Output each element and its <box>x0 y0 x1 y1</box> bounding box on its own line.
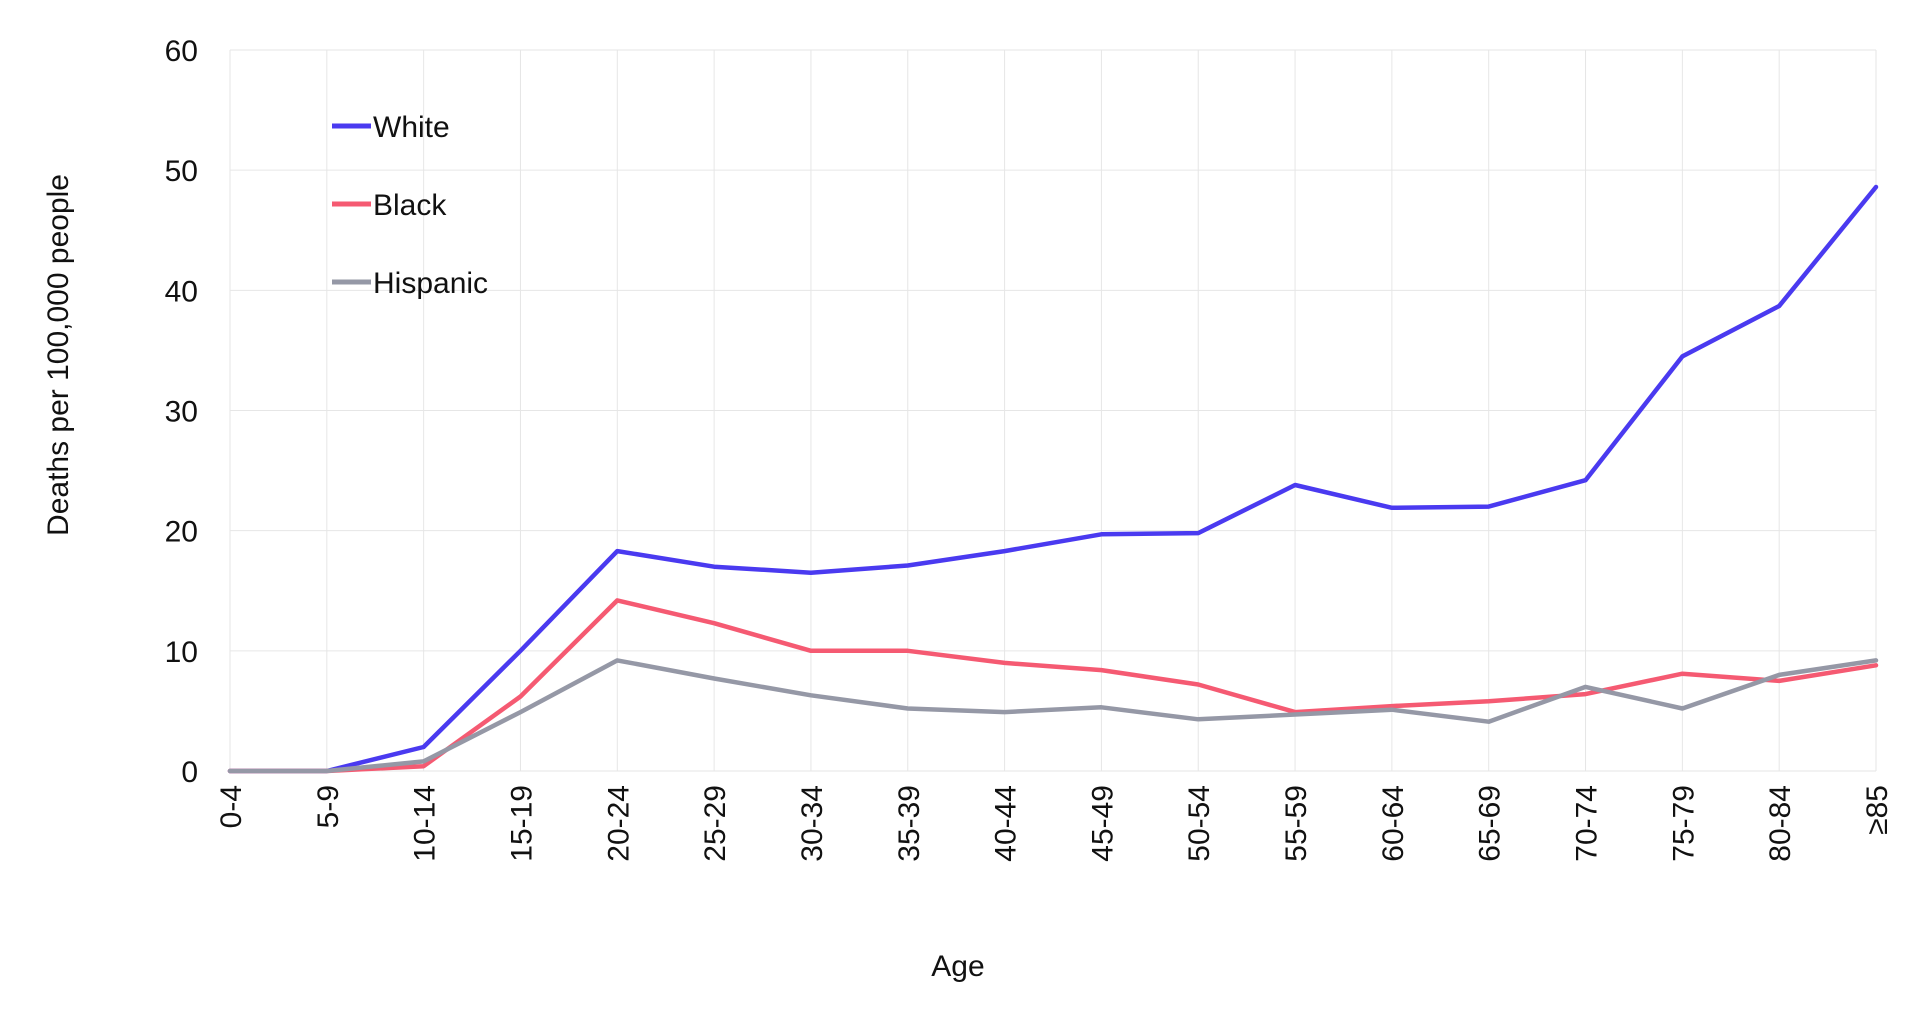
y-axis-label: Deaths per 100,000 people <box>42 174 75 536</box>
x-tick-label: 10-14 <box>409 785 442 862</box>
x-tick-label: 20-24 <box>602 785 635 862</box>
x-tick-label: 40-44 <box>990 785 1023 862</box>
y-tick-label: 50 <box>165 155 198 188</box>
x-tick-label: 25-29 <box>699 785 732 862</box>
y-tick-label: 30 <box>165 396 198 429</box>
y-axis-ticks: 0 10 20 30 40 50 60 <box>165 35 198 789</box>
y-tick-label: 10 <box>165 636 198 669</box>
series-lines <box>227 184 1879 774</box>
x-tick-label: 30-34 <box>796 785 829 862</box>
y-tick-label: 0 <box>181 756 198 789</box>
series-line-white <box>227 184 1879 774</box>
series-line-hispanic <box>227 658 1879 774</box>
x-tick-label: 55-59 <box>1280 785 1313 862</box>
x-axis-ticks: 0-4 5-9 10-14 15-19 20-24 25-29 30-34 35-39 40-4… <box>215 785 1894 862</box>
x-tick-label: 45-49 <box>1086 785 1119 862</box>
x-tick-label: 15-19 <box>505 785 538 862</box>
x-tick-label: 65-69 <box>1474 785 1507 862</box>
x-tick-label: 35-39 <box>893 785 926 862</box>
x-tick-label: 5-9 <box>312 785 345 828</box>
x-tick-label: 75-79 <box>1667 785 1700 862</box>
y-tick-label: 40 <box>165 275 198 308</box>
legend-label-white: White <box>373 111 450 144</box>
x-tick-label: 80-84 <box>1764 785 1797 862</box>
x-tick-label: 60-64 <box>1377 785 1410 862</box>
x-tick-label: 70-74 <box>1571 785 1604 862</box>
gridlines <box>229 49 1877 772</box>
x-tick-label: 0-4 <box>215 785 248 828</box>
x-tick-label: ≥85 <box>1861 785 1894 835</box>
y-tick-label: 20 <box>165 516 198 549</box>
x-axis-label: Age <box>931 950 984 983</box>
legend: White Black Hispanic <box>332 111 488 300</box>
legend-label-hispanic: Hispanic <box>373 267 488 300</box>
x-tick-label: 50-54 <box>1183 785 1216 862</box>
y-tick-label: 60 <box>165 35 198 68</box>
legend-label-black: Black <box>373 189 447 222</box>
series-line-black <box>227 598 1879 774</box>
